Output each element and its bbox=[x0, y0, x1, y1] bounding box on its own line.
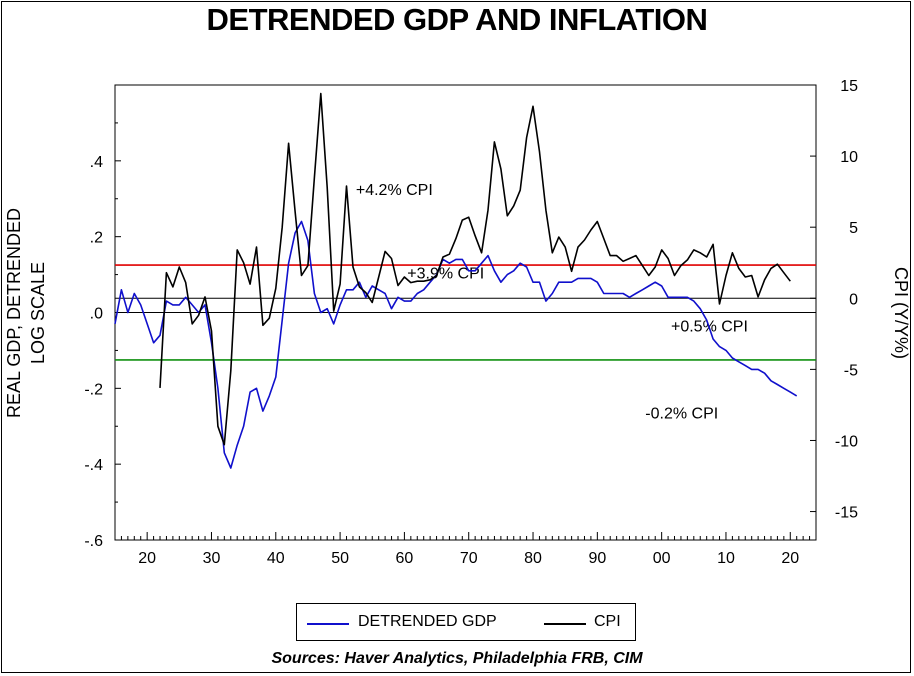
right-tick-label: 10 bbox=[840, 149, 858, 166]
chart-title: DETRENDED GDP AND INFLATION bbox=[206, 2, 708, 37]
legend: DETRENDED GDP CPI bbox=[296, 603, 636, 641]
x-axis: 20 30 40 50 60 70 80 90 00 10 20 bbox=[114, 532, 817, 567]
left-tick-label: -.6 bbox=[84, 533, 103, 550]
annotation-label: +4.2% CPI bbox=[356, 182, 433, 199]
x-tick-label: 00 bbox=[653, 550, 671, 567]
x-tick-label: 70 bbox=[460, 550, 478, 567]
x-tick-label: 10 bbox=[717, 550, 735, 567]
right-tick-label: -10 bbox=[835, 433, 858, 450]
left-tick-label: -.2 bbox=[84, 381, 103, 398]
legend-label-gdp: DETRENDED GDP bbox=[358, 613, 497, 630]
source-note: Sources: Haver Analytics, Philadelphia F… bbox=[271, 650, 643, 667]
right-tick-label: 15 bbox=[840, 78, 858, 95]
left-tick-label: .4 bbox=[90, 154, 103, 171]
x-tick-label: 80 bbox=[524, 550, 542, 567]
x-tick-label: 90 bbox=[588, 550, 606, 567]
series-lines bbox=[114, 92, 798, 469]
x-tick-label: 20 bbox=[781, 550, 799, 567]
x-tick-label: 60 bbox=[396, 550, 414, 567]
right-tick-label: 5 bbox=[849, 220, 858, 237]
left-tick-label: .2 bbox=[90, 230, 103, 247]
annotation-label: -0.2% CPI bbox=[645, 406, 718, 423]
left-tick-label: .0 bbox=[90, 306, 103, 323]
annotations: +4.2% CPI+3.9% CPI+0.5% CPI-0.2% CPI bbox=[356, 182, 748, 423]
right-tick-label: -5 bbox=[844, 362, 858, 379]
left-axis: -.6 -.4 -.2 .0 .2 .4 bbox=[84, 122, 121, 550]
annotation-label: +3.9% CPI bbox=[407, 265, 484, 282]
right-axis-label: CPI (Y/Y%) bbox=[891, 267, 911, 359]
left-axis-label-line1: REAL GDP, DETRENDED bbox=[4, 208, 24, 418]
legend-label-cpi: CPI bbox=[594, 613, 621, 630]
right-tick-label: -15 bbox=[835, 505, 858, 522]
x-tick-label: 20 bbox=[138, 550, 156, 567]
x-tick-label: 40 bbox=[267, 550, 285, 567]
legend-swatch-cpi bbox=[544, 623, 586, 625]
legend-swatch-gdp bbox=[307, 623, 349, 625]
right-axis: -15 -10 -5 0 5 10 15 bbox=[810, 78, 858, 522]
x-tick-label: 30 bbox=[203, 550, 221, 567]
x-tick-label: 50 bbox=[331, 550, 349, 567]
right-tick-label: 0 bbox=[849, 291, 858, 308]
left-axis-label-line2: LOG SCALE bbox=[28, 262, 48, 364]
left-tick-label: -.4 bbox=[84, 457, 103, 474]
series-line-cpi bbox=[159, 92, 791, 446]
series-line-detrended-gdp bbox=[114, 220, 798, 469]
